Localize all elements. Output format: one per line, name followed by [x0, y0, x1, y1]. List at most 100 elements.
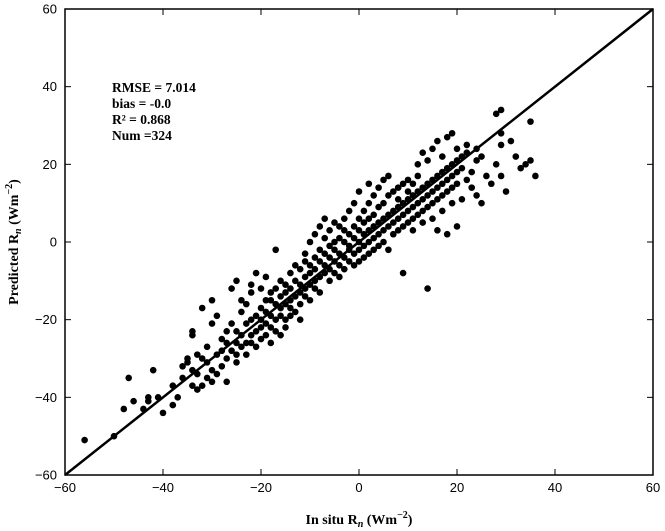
- data-point: [370, 234, 378, 242]
- data-point: [473, 145, 480, 153]
- data-point: [345, 258, 353, 265]
- data-point: [399, 269, 407, 277]
- data-point: [394, 215, 402, 222]
- data-point: [189, 366, 196, 374]
- data-point: [336, 273, 343, 281]
- data-point: [419, 184, 427, 191]
- data-point: [316, 246, 324, 254]
- data-point: [267, 312, 275, 320]
- data-point: [419, 207, 427, 215]
- data-point: [355, 246, 363, 254]
- data-point: [296, 300, 304, 308]
- data-point: [527, 157, 534, 164]
- data-point: [189, 382, 196, 389]
- data-point: [213, 370, 221, 378]
- data-point: [311, 230, 319, 238]
- data-point: [463, 141, 471, 149]
- data-point: [287, 304, 294, 312]
- data-point: [390, 207, 397, 215]
- data-point: [399, 199, 407, 207]
- data-point: [365, 238, 373, 246]
- data-point: [409, 215, 417, 222]
- data-point: [194, 351, 201, 358]
- data-point: [223, 328, 230, 335]
- data-point: [394, 227, 402, 234]
- data-point: [238, 296, 245, 304]
- y-axis-label: Predicted Rn (Wm−2): [4, 179, 24, 305]
- data-point: [247, 316, 255, 323]
- data-point: [238, 331, 245, 339]
- y-tick-label: −20: [35, 312, 57, 327]
- data-point: [355, 238, 363, 246]
- data-point: [296, 289, 304, 296]
- data-point: [145, 397, 152, 405]
- data-point: [341, 265, 348, 273]
- y-tick-label: −60: [35, 468, 57, 483]
- data-point: [262, 320, 270, 327]
- data-point: [463, 176, 471, 184]
- data-point: [321, 269, 329, 277]
- data-point: [439, 180, 446, 188]
- data-point: [252, 343, 260, 351]
- data-point: [409, 227, 417, 234]
- data-point: [385, 223, 392, 230]
- data-point: [252, 269, 260, 277]
- data-point: [345, 207, 353, 215]
- data-point: [424, 157, 431, 164]
- data-point: [194, 370, 201, 378]
- data-point: [306, 262, 314, 269]
- data-point: [282, 289, 289, 296]
- data-point: [326, 254, 333, 261]
- data-point: [198, 304, 206, 312]
- data-point: [292, 277, 299, 285]
- data-point: [336, 223, 343, 230]
- data-point: [321, 234, 329, 242]
- data-point: [375, 230, 382, 238]
- data-point: [497, 129, 505, 137]
- data-point: [154, 394, 162, 401]
- data-point: [404, 207, 412, 215]
- data-point: [394, 184, 402, 191]
- data-point: [385, 172, 392, 180]
- data-point: [282, 324, 289, 331]
- data-point: [370, 192, 378, 199]
- data-point: [233, 328, 240, 335]
- data-point: [492, 161, 500, 168]
- data-point: [331, 219, 338, 226]
- data-point: [385, 246, 392, 254]
- data-point: [439, 207, 446, 215]
- data-point: [326, 265, 333, 273]
- data-point: [125, 374, 132, 382]
- x-tick-label: −40: [152, 480, 174, 495]
- y-tick-label: 60: [43, 2, 57, 17]
- data-point: [277, 304, 284, 312]
- data-point: [370, 246, 378, 254]
- data-point: [473, 157, 480, 164]
- data-point: [380, 199, 387, 207]
- data-point: [448, 129, 456, 137]
- data-point: [424, 180, 431, 188]
- data-point: [360, 254, 368, 261]
- data-point: [429, 199, 436, 207]
- data-point: [262, 273, 270, 281]
- data-point: [208, 296, 216, 304]
- data-point: [360, 242, 368, 250]
- data-point: [390, 230, 397, 238]
- data-point: [267, 296, 275, 304]
- data-point: [429, 215, 436, 222]
- data-point: [448, 184, 456, 191]
- data-point: [404, 188, 412, 195]
- data-point: [458, 164, 466, 172]
- data-point: [218, 362, 226, 370]
- data-point: [247, 331, 255, 339]
- data-point: [287, 269, 294, 277]
- data-point: [306, 281, 314, 289]
- data-point: [375, 242, 382, 250]
- data-point: [365, 227, 373, 234]
- data-point: [233, 351, 240, 358]
- data-point: [483, 172, 490, 180]
- data-point: [331, 246, 338, 254]
- data-point: [350, 234, 358, 242]
- data-point: [247, 281, 255, 289]
